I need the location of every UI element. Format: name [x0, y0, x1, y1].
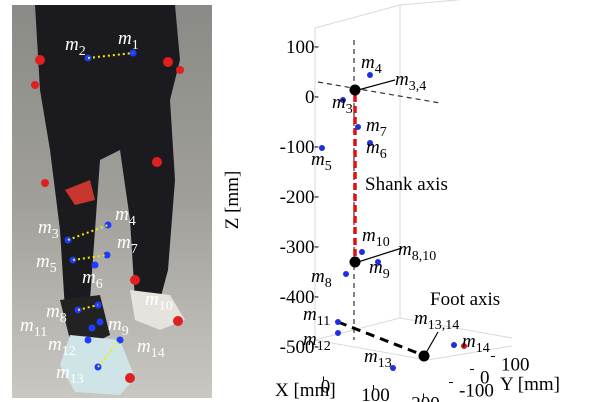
- label-base: m: [366, 137, 380, 158]
- annotation: Shank axis: [365, 174, 448, 195]
- label-subscript: 9: [122, 324, 129, 339]
- label-base: m: [361, 52, 375, 73]
- marker-label: m9: [369, 257, 390, 282]
- z-tick-label: -100: [280, 137, 315, 158]
- label-base: m: [311, 266, 325, 287]
- label-subscript: 14: [476, 341, 490, 356]
- label-base: m: [117, 232, 131, 253]
- label-subscript: 5: [50, 261, 57, 276]
- label-subscript: 8: [60, 311, 67, 326]
- label-base: m: [366, 115, 380, 136]
- y-tick-label: 100: [501, 355, 530, 376]
- label-base: m: [145, 289, 159, 310]
- label-subscript: 1: [132, 38, 139, 53]
- figure: m2m1m4m3m7m5m6m10m8m11m9m12m14m131000-10…: [0, 0, 589, 402]
- label-subscript: 10: [159, 299, 173, 314]
- label-subscript: 12: [317, 339, 331, 354]
- label-subscript: 13: [70, 372, 84, 387]
- label-subscript: 10: [376, 235, 390, 250]
- marker-label: m6: [366, 137, 387, 162]
- label-subscript: 12: [62, 344, 76, 359]
- z-tick-label: -200: [280, 187, 315, 208]
- label-base: m: [395, 69, 409, 90]
- label-subscript: 6: [380, 147, 387, 162]
- y-tick-label: 0: [480, 368, 490, 389]
- label-subscript: 13,14: [428, 318, 460, 333]
- label-base: m: [46, 301, 60, 322]
- label-base: m: [118, 28, 132, 49]
- marker-label: m11: [303, 304, 330, 329]
- label-subscript: 3: [346, 102, 353, 117]
- label-base: m: [82, 267, 96, 288]
- label-base: m: [303, 304, 317, 325]
- label-base: m: [398, 239, 412, 260]
- label-base: m: [56, 362, 70, 383]
- label-base: m: [65, 34, 79, 55]
- label-base: m: [311, 149, 325, 170]
- label-base: m: [115, 204, 129, 225]
- axis-title: Z [mm]: [222, 171, 243, 230]
- label-base: m: [414, 308, 428, 329]
- axis-title: X [mm]: [275, 380, 336, 401]
- marker-label: m3: [332, 92, 353, 117]
- label-base: m: [36, 251, 50, 272]
- z-tick-label: 0: [305, 87, 315, 108]
- annotation: Foot axis: [430, 289, 500, 310]
- label-subscript: 2: [79, 44, 86, 59]
- marker-label: m8,10: [398, 239, 436, 264]
- label-subscript: 13: [378, 356, 392, 371]
- marker-label: m14: [462, 331, 490, 356]
- label-subscript: 9: [383, 267, 390, 282]
- marker-label: m13: [364, 346, 392, 371]
- label-subscript: 7: [380, 125, 387, 140]
- axis-title: Y [mm]: [500, 374, 560, 395]
- label-base: m: [362, 225, 376, 246]
- marker-label: m5: [311, 149, 332, 174]
- label-base: m: [332, 92, 346, 113]
- label-subscript: 6: [96, 277, 103, 292]
- marker-label: m10: [362, 225, 390, 250]
- label-base: m: [20, 315, 34, 336]
- label-subscript: 5: [325, 159, 332, 174]
- label-subscript: 3: [52, 227, 59, 242]
- label-base: m: [303, 329, 317, 350]
- marker-label: m13,14: [414, 308, 459, 333]
- label-base: m: [38, 217, 52, 238]
- label-subscript: 11: [317, 314, 330, 329]
- label-base: m: [108, 314, 122, 335]
- label-base: m: [364, 346, 378, 367]
- x-tick-label: 200: [411, 394, 440, 402]
- z-tick-label: 100: [286, 37, 315, 58]
- label-base: m: [462, 331, 476, 352]
- label-subscript: 8: [325, 276, 332, 291]
- label-subscript: 4: [129, 214, 136, 229]
- label-base: m: [137, 336, 151, 357]
- label-subscript: 7: [131, 242, 138, 257]
- label-subscript: 14: [151, 346, 165, 361]
- label-subscript: 3,4: [409, 79, 427, 94]
- label-base: m: [369, 257, 383, 278]
- x-tick-label: 100: [361, 385, 390, 402]
- label-subscript: 8,10: [412, 249, 437, 264]
- z-tick-label: -300: [280, 237, 315, 258]
- label-subscript: 11: [34, 325, 47, 340]
- label-subscript: 4: [375, 62, 382, 77]
- label-base: m: [48, 334, 62, 355]
